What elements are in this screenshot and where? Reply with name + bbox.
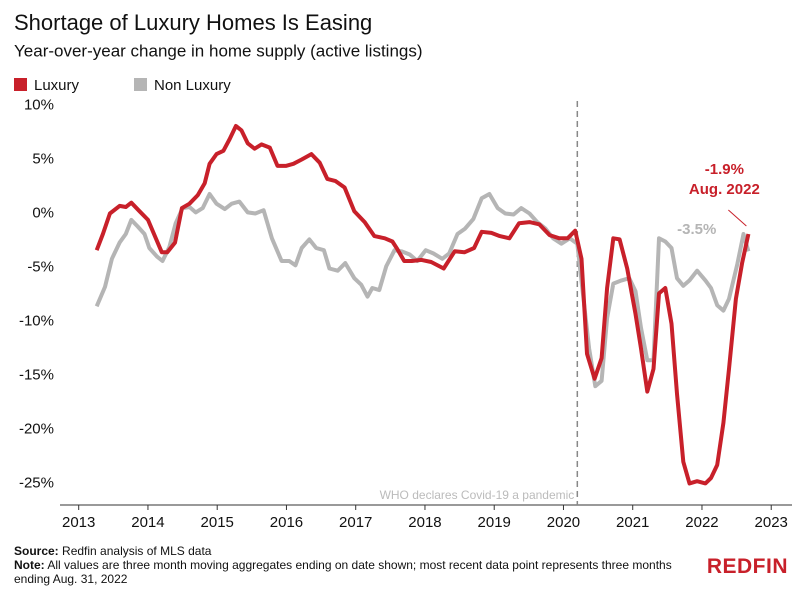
- y-tick-label: -20%: [19, 420, 54, 437]
- y-tick-label: 5%: [32, 150, 54, 167]
- annotation-leader: [728, 209, 747, 227]
- x-tick-label: 2015: [201, 514, 234, 531]
- note-text: All values are three month moving aggreg…: [14, 558, 672, 586]
- chart: Shortage of Luxury Homes Is Easing Year-…: [14, 10, 792, 531]
- y-tick-label: -25%: [19, 474, 54, 491]
- chart-subtitle: Year-over-year change in home supply (ac…: [14, 41, 423, 60]
- source-label: Source:: [14, 544, 59, 558]
- note: Note: All values are three month moving …: [14, 558, 694, 586]
- y-tick-label: -5%: [27, 258, 54, 275]
- legend-label: Luxury: [34, 77, 80, 94]
- x-tick-label: 2020: [547, 514, 580, 531]
- legend-swatch: [134, 78, 147, 91]
- source-text: Redfin analysis of MLS data: [62, 544, 212, 558]
- chart-title: Shortage of Luxury Homes Is Easing: [14, 10, 372, 35]
- note-label: Note:: [14, 558, 45, 572]
- y-tick-label: 10%: [24, 96, 54, 113]
- y-tick-label: -10%: [19, 312, 54, 329]
- series-line: [94, 192, 751, 389]
- event-label: WHO declares Covid-19 a pandemic: [380, 488, 575, 502]
- logo: REDFIN: [706, 555, 788, 578]
- x-tick-label: 2013: [62, 514, 95, 531]
- y-tick-label: -15%: [19, 366, 54, 383]
- legend-label: Non Luxury: [154, 77, 231, 94]
- source: Source: Redfin analysis of MLS data: [14, 544, 694, 558]
- x-tick-label: 2018: [408, 514, 441, 531]
- x-tick-label: 2023: [755, 514, 788, 531]
- series-line: [94, 124, 751, 486]
- x-tick-label: 2021: [616, 514, 649, 531]
- annotation: -1.9%: [705, 161, 744, 178]
- x-tick-label: 2019: [478, 514, 511, 531]
- x-tick-label: 2022: [685, 514, 718, 531]
- x-tick-label: 2017: [339, 514, 372, 531]
- x-tick-label: 2016: [270, 514, 303, 531]
- x-tick-label: 2014: [131, 514, 164, 531]
- annotation: -3.5%: [677, 221, 716, 238]
- y-tick-label: 0%: [32, 204, 54, 221]
- annotation: Aug. 2022: [689, 181, 760, 198]
- legend-swatch: [14, 78, 27, 91]
